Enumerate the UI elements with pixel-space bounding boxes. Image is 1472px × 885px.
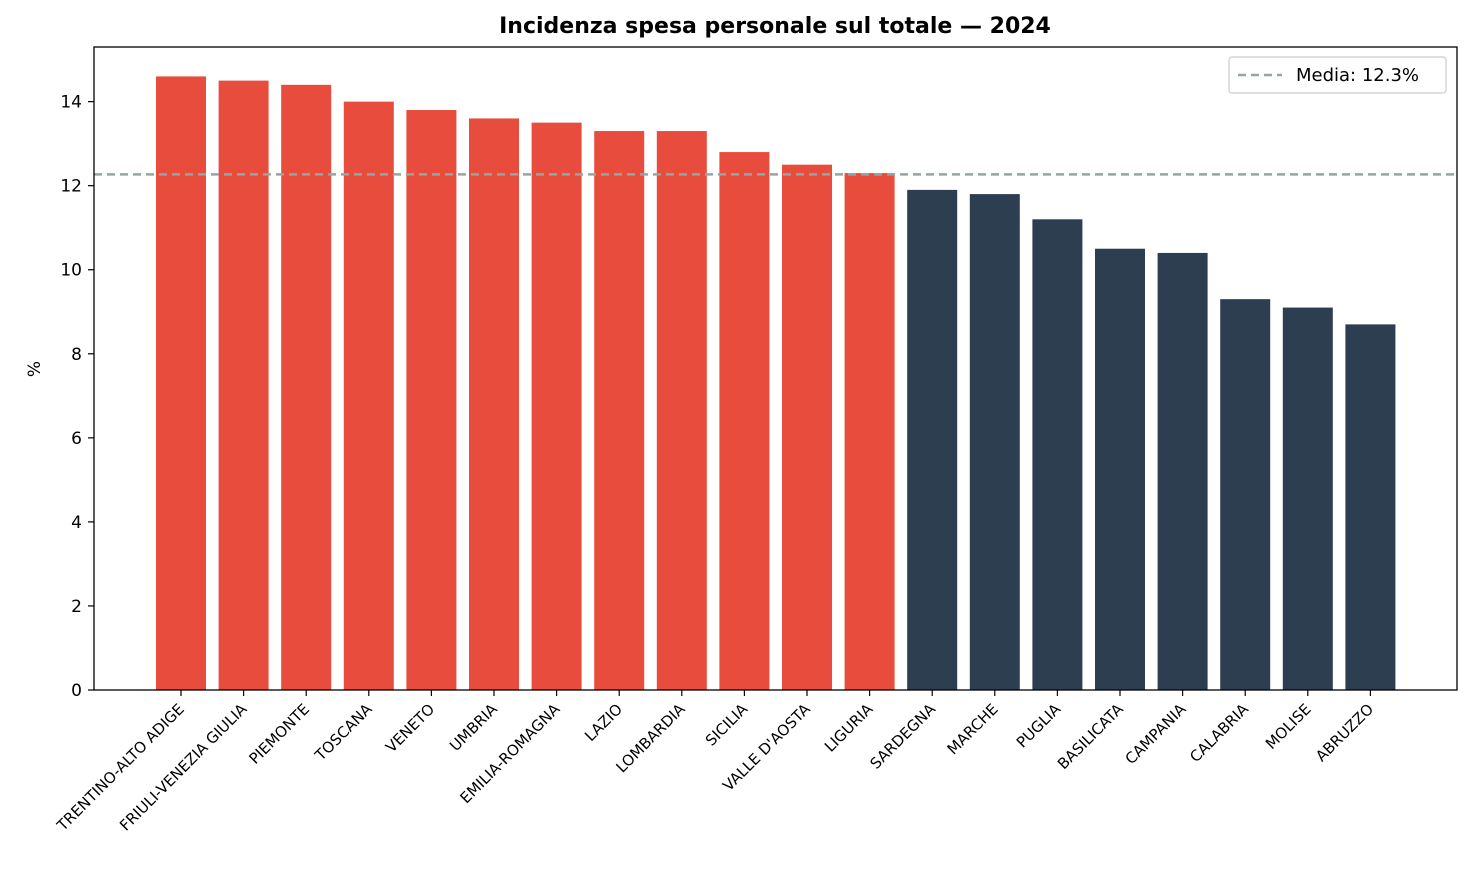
- bar-12: [907, 189, 958, 690]
- legend-box: [1228, 56, 1447, 94]
- x-tick-label-5: UMBRIA: [446, 700, 501, 755]
- bar-8: [656, 131, 707, 690]
- bar-14: [1032, 219, 1083, 690]
- bar-1: [218, 80, 269, 691]
- legend: Media: 12.3%: [1228, 56, 1447, 94]
- bar-0: [156, 76, 206, 691]
- bar-5: [469, 118, 519, 690]
- legend-mean-label: Media: 12.3%: [1296, 65, 1419, 86]
- x-tick-label-17: CALABRIA: [1186, 700, 1252, 766]
- bars-group: [156, 76, 1396, 691]
- y-tick-label-1: 2: [71, 597, 82, 617]
- x-tick-label-18: MOLISE: [1262, 700, 1315, 753]
- x-tick-label-2: PIEMONTE: [245, 700, 313, 768]
- bar-13: [969, 194, 1020, 691]
- x-tick-label-12: SARDEGNA: [866, 700, 939, 773]
- bar-4: [406, 110, 457, 691]
- bar-15: [1095, 248, 1145, 690]
- bar-3: [343, 101, 394, 691]
- x-tick-label-7: LAZIO: [581, 700, 626, 745]
- y-tick-label-7: 14: [60, 93, 82, 113]
- bar-7: [594, 131, 645, 690]
- x-tick-label-11: LIGURIA: [821, 700, 877, 756]
- y-tick-label-0: 0: [71, 681, 82, 701]
- y-tick-label-5: 10: [60, 261, 82, 281]
- bar-11: [844, 173, 895, 690]
- plot-frame: [93, 46, 1458, 691]
- x-tick-label-15: BASILICATA: [1054, 700, 1127, 773]
- bar-16: [1157, 252, 1208, 690]
- x-tick-label-14: PUGLIA: [1013, 700, 1065, 752]
- y-axis: 0 2 4 6 8 10 12 14: [60, 93, 94, 701]
- chart-title: Incidenza spesa personale sul totale — 2…: [499, 14, 1051, 39]
- x-tick-label-13: MARCHE: [944, 700, 1002, 758]
- bar-19: [1345, 324, 1396, 690]
- bar-2: [281, 84, 332, 690]
- y-tick-label-2: 4: [71, 513, 82, 533]
- bar-17: [1220, 299, 1271, 690]
- bar-9: [719, 152, 770, 690]
- x-tick-label-4: VENETO: [382, 700, 438, 756]
- y-tick-label-3: 6: [71, 429, 82, 449]
- x-tick-label-9: SICILIA: [702, 700, 752, 750]
- x-tick-label-0: TRENTINO-ALTO ADIGE: [53, 700, 188, 835]
- y-tick-label-4: 8: [71, 345, 82, 365]
- x-tick-label-19: ABRUZZO: [1312, 700, 1377, 765]
- y-axis-title: %: [25, 361, 45, 377]
- bar-18: [1282, 307, 1333, 690]
- x-tick-label-3: TOSCANA: [311, 700, 376, 765]
- bar-6: [531, 122, 582, 691]
- x-tick-label-1: FRIULI-VENEZIA GIULIA: [116, 700, 251, 835]
- y-tick-label-6: 12: [60, 177, 82, 197]
- bar-10: [782, 164, 832, 690]
- x-tick-label-16: CAMPANIA: [1122, 700, 1190, 768]
